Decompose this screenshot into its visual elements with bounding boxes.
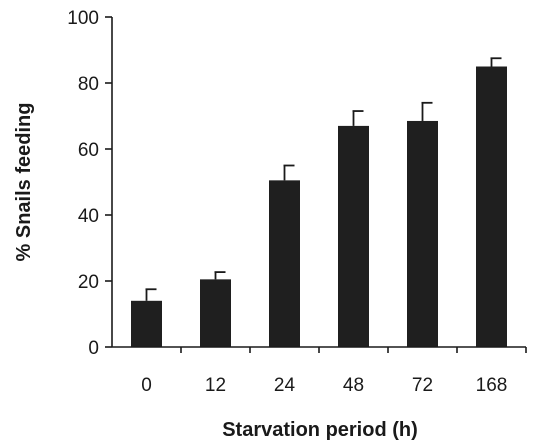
x-axis-title: Starvation period (h) xyxy=(222,419,418,441)
y-axis-ticks: 0 20 40 60 80 100 xyxy=(67,8,112,359)
y-tick-label: 40 xyxy=(78,206,99,227)
x-tick-label: 12 xyxy=(205,375,226,396)
bar-12 xyxy=(200,279,231,347)
x-axis-ticks: 0 12 24 48 72 168 xyxy=(141,347,527,396)
x-tick-label: 0 xyxy=(141,375,152,396)
y-tick-label: 20 xyxy=(78,272,99,293)
bar-0 xyxy=(131,300,162,347)
y-tick-label: 100 xyxy=(67,8,99,29)
x-tick-label: 24 xyxy=(274,375,296,396)
x-tick-label: 48 xyxy=(343,375,364,396)
y-axis-title: % Snails feeding xyxy=(13,103,35,262)
error-bars xyxy=(145,57,502,301)
bar-72 xyxy=(407,120,438,347)
bar-48 xyxy=(338,125,369,348)
bar-168 xyxy=(476,66,507,347)
y-tick-label: 0 xyxy=(88,338,99,359)
bar-24 xyxy=(269,180,300,347)
bars xyxy=(131,66,507,348)
y-tick-label: 80 xyxy=(78,74,99,95)
y-tick-label: 60 xyxy=(78,140,99,161)
x-tick-label: 168 xyxy=(476,375,508,396)
x-tick-label: 72 xyxy=(412,375,433,396)
